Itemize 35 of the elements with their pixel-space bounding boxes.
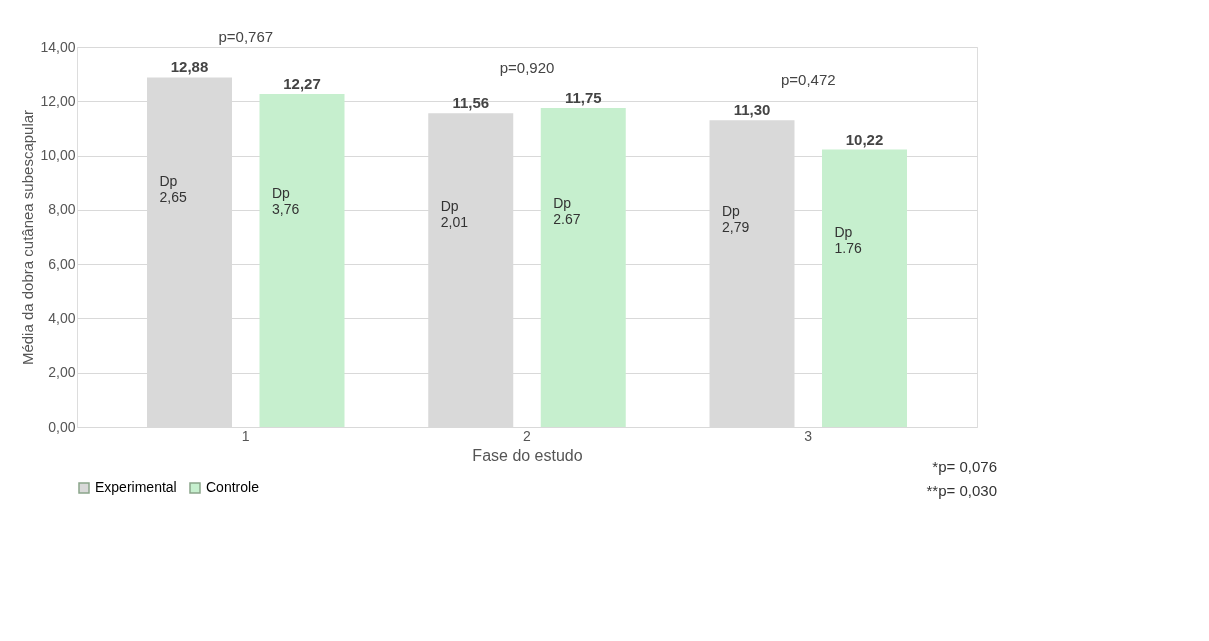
x-axis-title: Fase do estudo bbox=[472, 446, 583, 464]
text: p=0,767 bbox=[218, 28, 274, 46]
y-tick-label: 2,00 bbox=[48, 364, 76, 381]
y-tick-label: 0,00 bbox=[48, 418, 76, 435]
y-axis-title: Média da dobra cutânea subescapular bbox=[19, 109, 37, 366]
annotation: Dp 2.67 bbox=[553, 194, 581, 227]
x-tick-label: 1 bbox=[241, 427, 250, 444]
data-label: 12,88 bbox=[170, 58, 209, 76]
x-tick-label: 2 bbox=[523, 427, 532, 444]
annotation: Dp 2,01 bbox=[440, 198, 469, 231]
bar bbox=[259, 93, 345, 427]
data-label: 11,56 bbox=[452, 94, 490, 112]
y-tick-label: 10,00 bbox=[40, 147, 76, 164]
y-tick-label: 12,00 bbox=[40, 92, 76, 109]
legend-label: Experimental bbox=[95, 479, 177, 495]
data-label: 11,30 bbox=[733, 101, 771, 119]
text: **p= 0,030 bbox=[926, 482, 997, 499]
y-tick-label: 6,00 bbox=[48, 255, 76, 272]
data-label: 10,22 bbox=[845, 130, 884, 148]
y-tick-label: 8,00 bbox=[48, 201, 76, 218]
annotation: p=0,472 bbox=[780, 71, 836, 89]
annotation: Dp 2,79 bbox=[722, 203, 750, 236]
legend-label: Controle bbox=[206, 479, 260, 495]
bar bbox=[540, 108, 626, 427]
x-tick-label: 3 bbox=[804, 427, 813, 444]
y-tick-label: 14,00 bbox=[40, 38, 76, 55]
data-label: 11,75 bbox=[564, 89, 602, 107]
text: *p= 0,076 bbox=[932, 458, 997, 475]
annotation: p=0,920 bbox=[499, 59, 555, 77]
annotation: Dp 1.76 bbox=[834, 223, 862, 256]
annotation: Dp 2,65 bbox=[159, 173, 187, 206]
data-label: 12,27 bbox=[283, 74, 321, 92]
y-tick-label: 4,00 bbox=[48, 309, 76, 326]
annotation: Dp 3,76 bbox=[272, 184, 300, 217]
bar bbox=[822, 149, 907, 427]
